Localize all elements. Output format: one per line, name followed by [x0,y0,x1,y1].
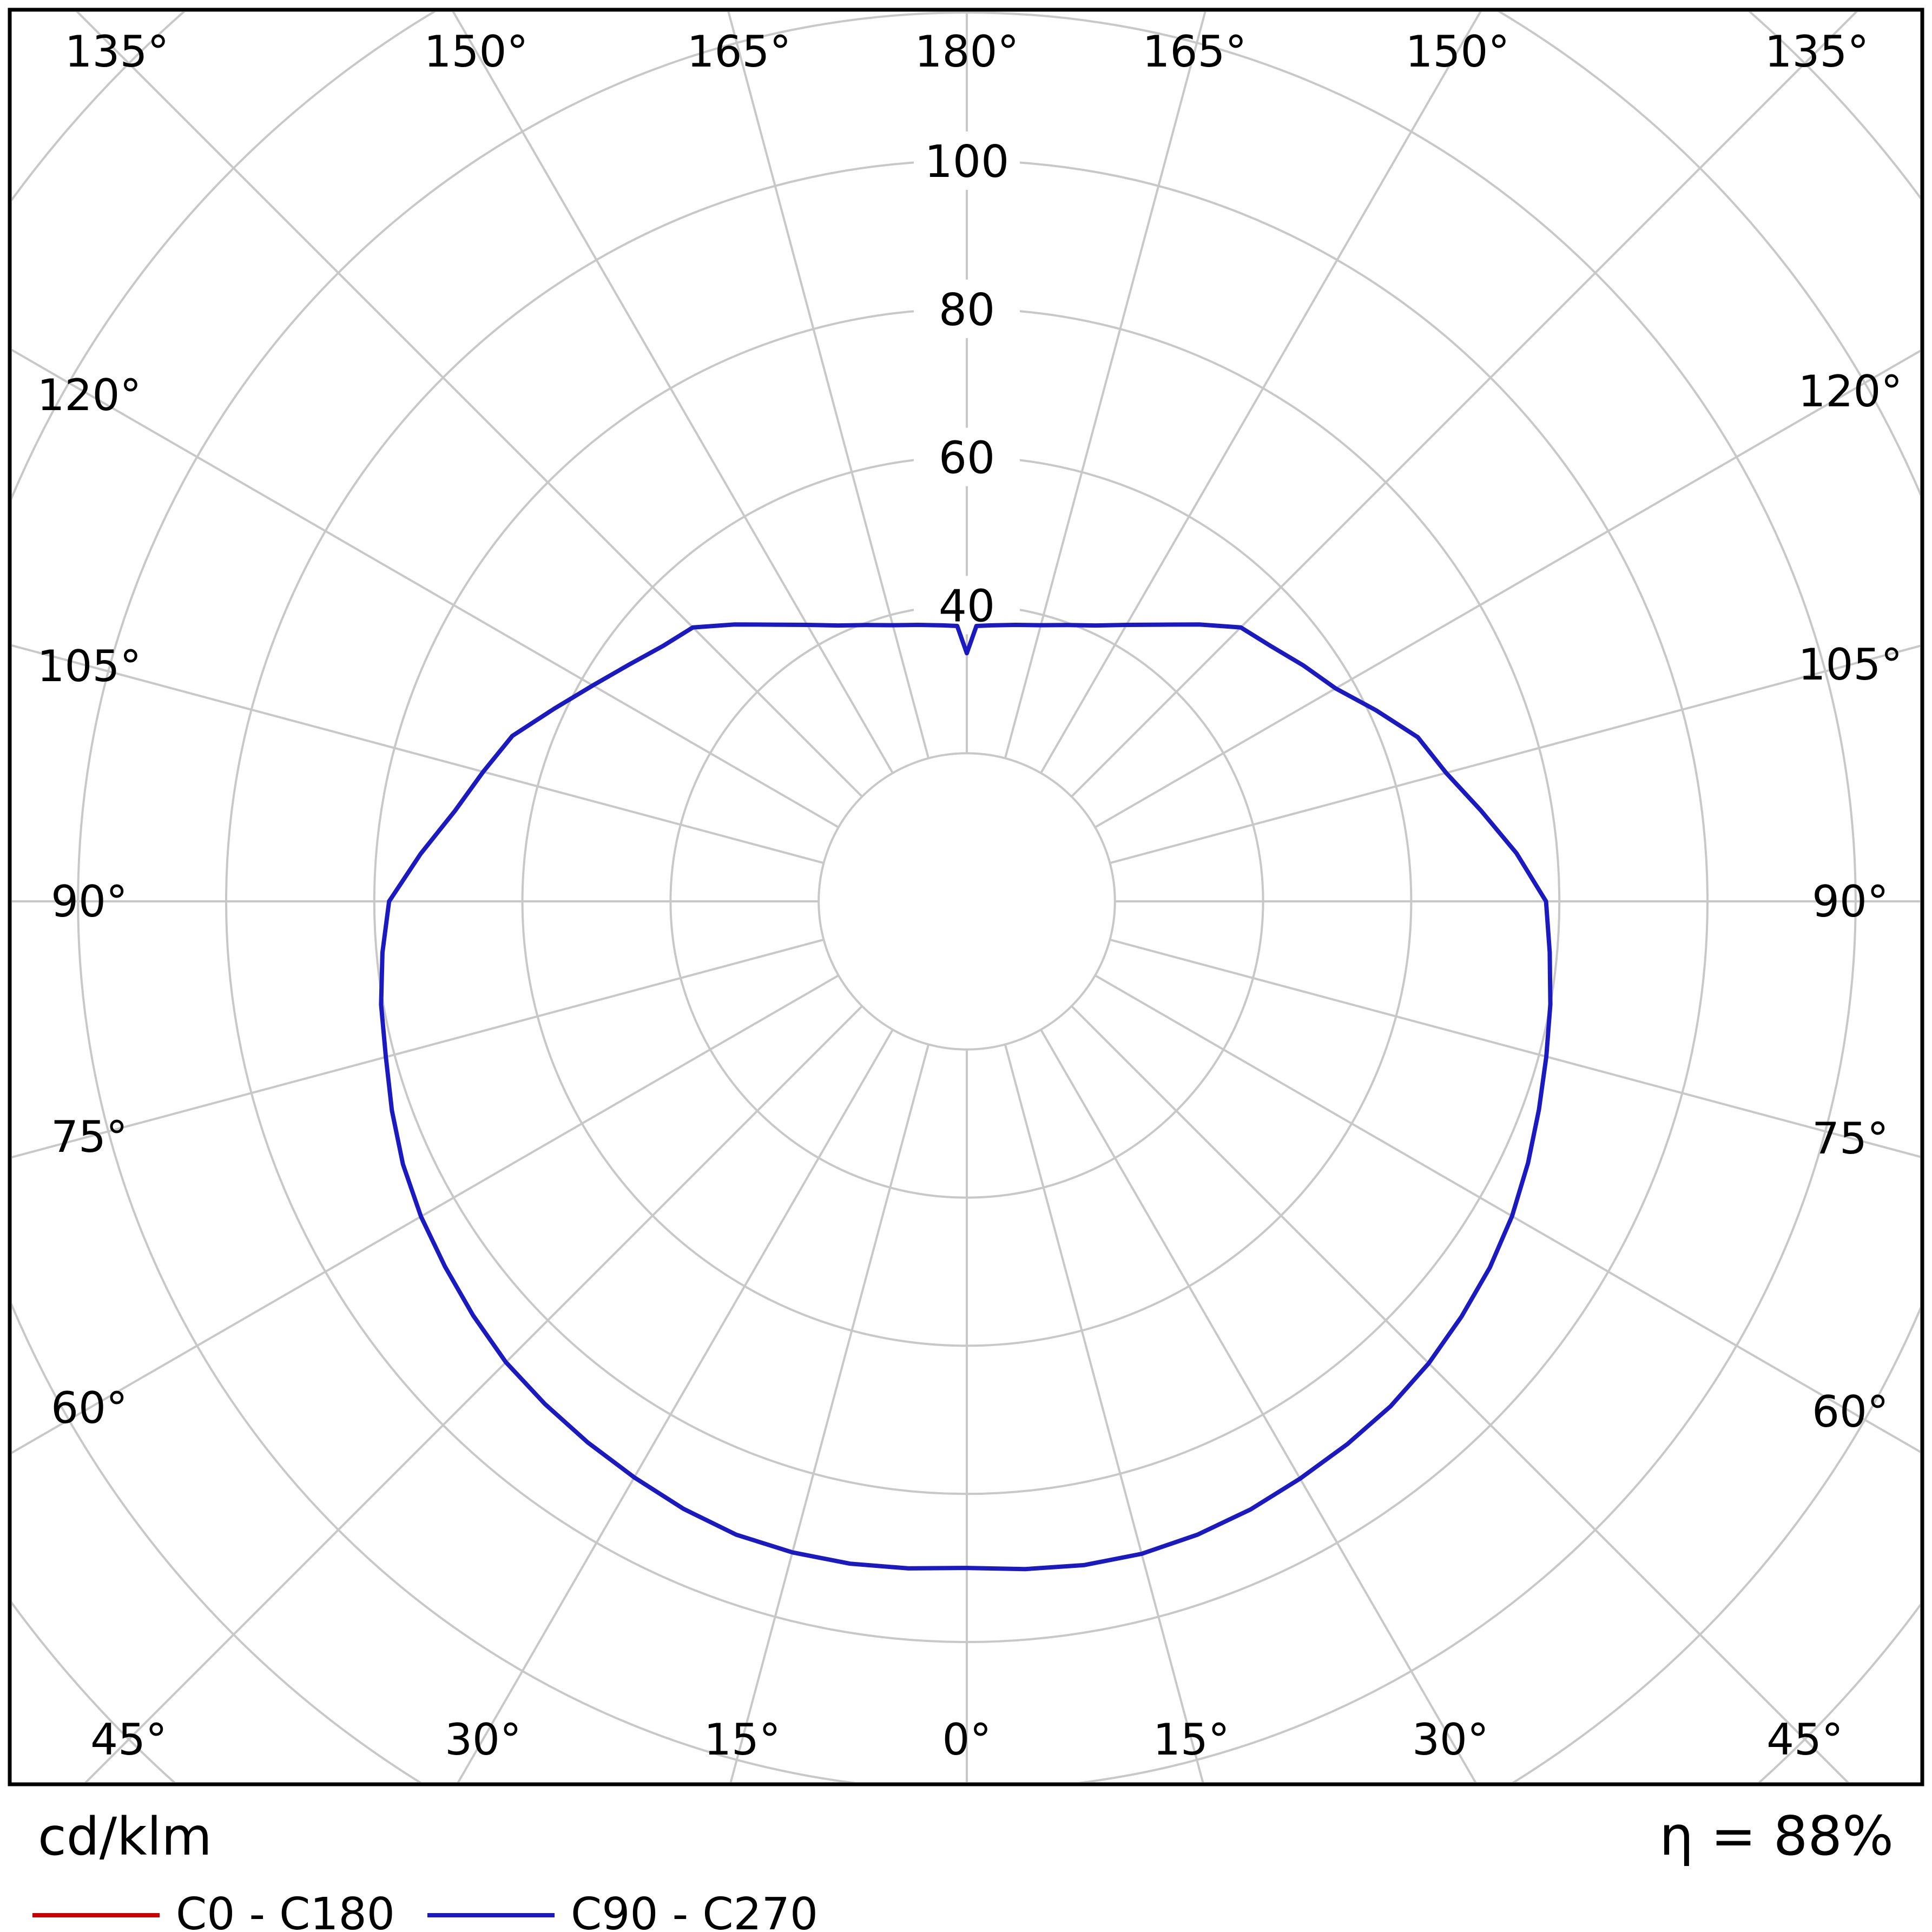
angle-label-75-left: 75° [51,1112,128,1162]
angle-label-120-right: 120° [1798,366,1903,417]
legend-label-c0-c180: C0 - C180 [176,1889,395,1932]
angle-label-135-left: 135° [65,27,169,77]
angle-label-150-left: 150° [424,27,529,77]
angle-label-150-right: 150° [1406,27,1510,77]
intensity-curves [379,622,1553,1572]
grid-spoke-105 [1109,644,1920,865]
legend: C0 - C180 C90 - C270 [32,1889,818,1932]
grid-spoke-120-left [12,348,839,828]
radial-tick-label-100: 100 [925,136,1010,188]
angle-label-180-right: 180° [915,27,1019,77]
radial-tick-mask-100 [914,131,1020,190]
grid-spoke-135 [1071,12,1858,797]
grid-spoke-165 [1004,12,1206,759]
legend-label-c90-c270: C90 - C270 [571,1889,818,1932]
grid-spoke-75 [1109,938,1920,1158]
grid-spoke-15 [1004,1044,1204,1782]
angle-label-165-right: 165° [1143,27,1247,77]
angle-label-165-left: 165° [687,27,792,77]
grid-spoke-120 [1094,350,1920,828]
radial-tick-label-80: 80 [939,285,995,336]
radial-tick-mask-60 [914,427,1020,486]
angle-label-105-left: 105° [37,641,142,691]
radial-tick-mask-80 [914,279,1020,338]
grid-spoke-60-left [12,974,839,1454]
grid-spoke-15-left [729,1044,930,1782]
grid-spoke-60 [1094,974,1920,1453]
angle-label-30-left: 30° [445,1715,522,1765]
angle-label-45-left: 45° [90,1715,167,1765]
grid-spoke-150 [1040,12,1482,774]
angle-label-60-left: 60° [51,1383,128,1433]
angle-labels: 0° 15° 15° 30° 30° 45° 45° 60° 60° 75° 75° 90° 90° 10… [37,27,1903,1765]
grid-spoke-75-left [12,938,825,1159]
grid-spoke-105-left [12,644,825,865]
angle-label-30-right: 30° [1412,1715,1489,1765]
angle-label-120-left: 120° [37,370,142,420]
grid-spoke-165-left [727,12,930,759]
curve-c90-c270 [379,622,1553,1572]
grid-spoke-45-left [84,1005,863,1782]
grid-spoke-150-left [452,12,894,774]
units-label: cd/klm [38,1806,212,1867]
efficiency-label: η = 88% [1659,1804,1894,1868]
angle-label-105-right: 105° [1798,639,1903,690]
grid-spoke-45 [1071,1005,1849,1782]
angle-label-15-left: 15° [704,1715,781,1765]
radial-tick-label-60: 60 [939,433,995,484]
grid-spoke-135-left [76,12,863,797]
angle-label-135-right: 135° [1765,27,1869,77]
angle-label-75-right: 75° [1812,1113,1889,1164]
angle-label-90-right: 90° [1812,876,1889,927]
angle-label-60-right: 60° [1812,1387,1889,1437]
grid-spoke-30 [1040,1029,1477,1782]
angle-label-0-right: 0° [942,1715,992,1765]
angle-label-15-right: 15° [1153,1715,1230,1765]
angle-label-45-right: 45° [1766,1715,1843,1765]
grid-spoke-30-left [457,1029,894,1782]
angle-label-90-left: 90° [51,876,128,927]
